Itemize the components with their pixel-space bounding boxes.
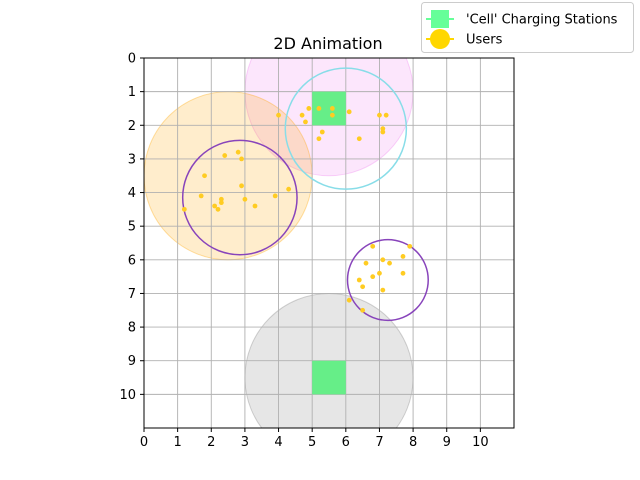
x-tick-label-0: 0 (140, 435, 148, 450)
cluster-circle-0 (284, 67, 408, 190)
user-point-34 (363, 260, 369, 266)
user-point-13 (316, 136, 322, 142)
x-axis: 0 1 2 3 4 5 6 7 8 9 10 (140, 428, 489, 450)
user-point-8 (377, 112, 382, 118)
user-point-38 (370, 274, 376, 280)
user-point-0 (276, 112, 281, 118)
x-tick-label-3: 3 (241, 435, 249, 450)
user-point-26 (212, 203, 218, 209)
plot-area (143, 57, 515, 429)
user-point-18 (202, 173, 207, 179)
user-point-35 (387, 260, 392, 266)
x-tick-label-10: 10 (472, 435, 489, 450)
legend-label-1: Users (466, 33, 503, 48)
cluster-circle-2 (346, 238, 429, 322)
user-point-25 (218, 200, 224, 206)
y-tick-label-0: 0 (128, 52, 136, 67)
y-tick-label-10: 10 (119, 388, 136, 403)
user-point-6 (329, 112, 335, 118)
user-point-3 (329, 106, 335, 111)
y-tick-label-8: 8 (128, 321, 136, 336)
user-point-31 (407, 243, 413, 249)
user-point-2 (316, 106, 322, 111)
x-tick-label-7: 7 (375, 435, 383, 450)
user-point-21 (198, 193, 204, 199)
user-point-40 (360, 284, 366, 290)
user-point-30 (370, 243, 376, 249)
user-point-32 (400, 254, 406, 259)
user-point-33 (380, 257, 386, 263)
user-point-23 (242, 196, 248, 202)
user-point-24 (218, 196, 224, 202)
user-point-1 (306, 106, 312, 111)
plot-frame (143, 57, 515, 429)
user-point-12 (319, 129, 325, 135)
user-point-42 (346, 297, 352, 303)
x-tick-label-6: 6 (342, 435, 350, 450)
chart-title: 2D Animation (273, 34, 382, 53)
x-tick-label-5: 5 (308, 435, 316, 450)
user-point-16 (235, 149, 241, 155)
y-tick-label-7: 7 (128, 287, 136, 302)
plot-content (144, 58, 514, 428)
x-tick-label-1: 1 (173, 435, 181, 450)
y-tick-label-6: 6 (128, 253, 136, 268)
charging-station-1 (312, 360, 346, 395)
x-tick-label-2: 2 (207, 435, 215, 450)
user-point-19 (239, 183, 244, 189)
user-point-7 (346, 109, 352, 115)
y-tick-label-3: 3 (128, 152, 136, 167)
cluster-circle-1 (181, 139, 298, 256)
user-point-39 (356, 277, 362, 283)
user-point-5 (303, 119, 308, 125)
user-point-20 (286, 186, 292, 192)
x-tick-label-9: 9 (443, 435, 451, 450)
legend-box (421, 2, 634, 53)
user-point-29 (181, 206, 187, 212)
user-point-9 (383, 112, 389, 118)
user-point-17 (239, 156, 244, 162)
user-point-14 (356, 136, 362, 142)
y-axis: 0 1 2 3 4 5 6 7 8 9 10 (119, 52, 144, 403)
user-point-36 (377, 270, 382, 276)
legend-label-0: 'Cell' Charging Stations (466, 13, 618, 28)
user-point-41 (380, 287, 386, 293)
x-tick-label-8: 8 (409, 435, 417, 450)
user-point-22 (272, 193, 278, 199)
legend-marker-circle-1 (430, 29, 450, 49)
user-point-11 (380, 129, 386, 135)
y-tick-label-9: 9 (128, 354, 136, 369)
y-tick-label-1: 1 (128, 85, 136, 100)
user-point-15 (222, 153, 228, 158)
y-tick-label-4: 4 (128, 186, 136, 201)
user-point-27 (252, 203, 258, 209)
user-point-37 (400, 270, 406, 276)
y-tick-label-5: 5 (128, 220, 136, 235)
user-point-43 (360, 307, 366, 313)
x-tick-label-4: 4 (274, 435, 282, 450)
legend-marker-square-0 (431, 10, 449, 28)
user-point-28 (215, 206, 221, 212)
legend: 'Cell' Charging Stations Users (421, 2, 634, 53)
user-point-10 (380, 126, 386, 132)
y-tick-label-2: 2 (128, 119, 136, 134)
user-point-4 (299, 112, 305, 118)
